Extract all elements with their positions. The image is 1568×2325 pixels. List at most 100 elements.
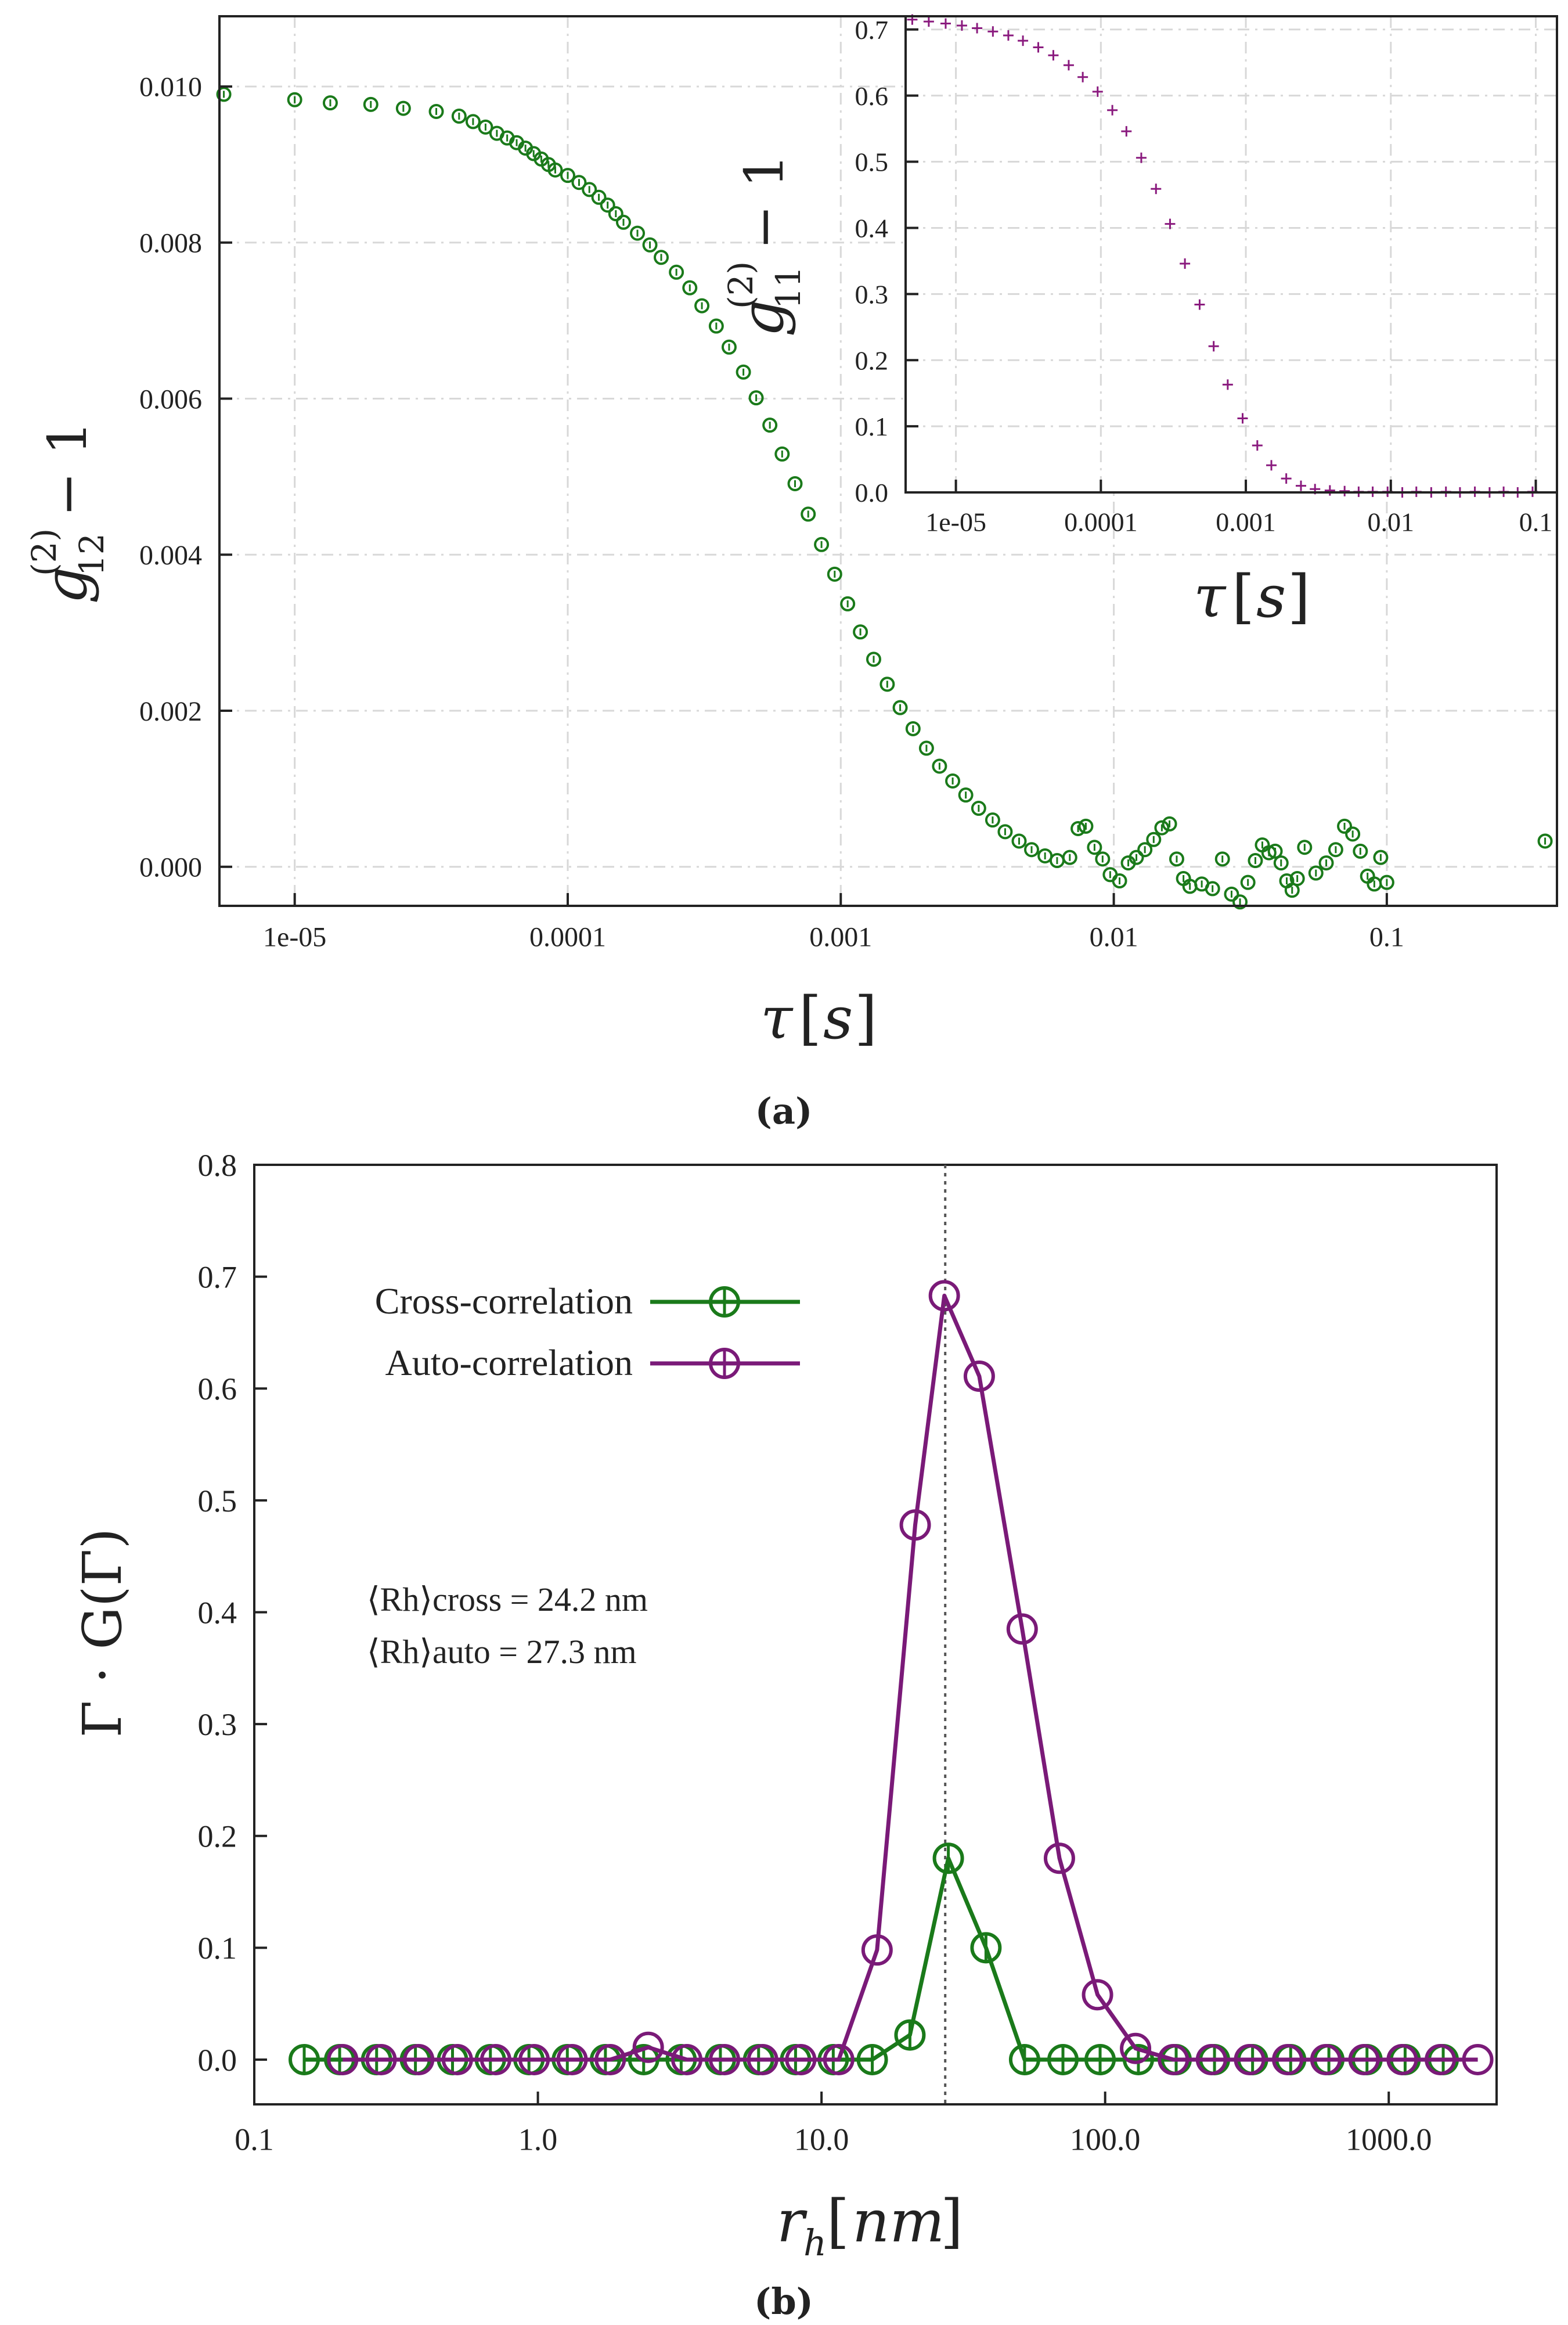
panel-a-point-46 bbox=[918, 740, 934, 756]
panel-b-x-ticks: 0.1 1.0 10.0 100.0 1000.0 bbox=[235, 2092, 1432, 2157]
panel-a-point-94 bbox=[1360, 868, 1375, 884]
panel-a-ylabel-g: g bbox=[32, 567, 100, 604]
panel-b-xlabel-r: r bbox=[777, 2187, 808, 2255]
panel-a-point-2 bbox=[322, 95, 338, 111]
panel-b-auto-point-13 bbox=[823, 2043, 855, 2075]
panel-a-ylabel-sub: 12 bbox=[72, 533, 111, 576]
panel-b-auto-point-3 bbox=[441, 2043, 473, 2075]
panel-b-series-auto bbox=[327, 1280, 1494, 2075]
panel-a-xlabel-bracket-close: ] bbox=[855, 984, 877, 1052]
inset-point-28 bbox=[1324, 485, 1335, 496]
inset-ylabel-g: g bbox=[729, 300, 796, 337]
panel-a-point-67 bbox=[1146, 832, 1162, 847]
inset-point-25 bbox=[1281, 473, 1292, 484]
panel-b-cross-point-15 bbox=[856, 2043, 888, 2075]
panel-b-auto-point-4 bbox=[480, 2043, 511, 2075]
panel-a-point-28 bbox=[682, 280, 698, 296]
inset-point-7 bbox=[1018, 35, 1029, 46]
panel-a-point-35 bbox=[774, 446, 790, 462]
inset-xtick-label-3: 0.01 bbox=[1368, 508, 1415, 537]
panel-a-point-34 bbox=[762, 418, 778, 433]
panel-b-auto-point-24 bbox=[1234, 2043, 1266, 2075]
panel-a-point-3 bbox=[363, 96, 379, 112]
inset-ytick-label-2: 0.2 bbox=[855, 345, 889, 375]
panel-a-point-1 bbox=[287, 92, 302, 107]
panel-b-plot-frame bbox=[253, 1164, 1498, 2106]
panel-b-auto-point-8 bbox=[632, 2031, 664, 2063]
panel-b-ytick-label-5: 0.5 bbox=[198, 1484, 237, 1518]
inset-ytick-label-0: 0.0 bbox=[855, 478, 889, 508]
inset-point-16 bbox=[1151, 183, 1162, 195]
panel-a-point-98 bbox=[1537, 833, 1553, 849]
panel-a-point-27 bbox=[669, 264, 684, 280]
panel-b-x-axis-label: r h [ nm ] bbox=[777, 2187, 963, 2264]
panel-a-point-54 bbox=[1024, 842, 1040, 858]
inset-xlabel-s: s bbox=[1256, 563, 1286, 631]
panel-a-point-45 bbox=[905, 721, 921, 736]
panel-b-auto-point-14 bbox=[861, 1934, 893, 1966]
panel-a-point-18 bbox=[571, 175, 587, 190]
panel-b-auto-point-12 bbox=[785, 2043, 817, 2075]
panel-a-point-87 bbox=[1297, 840, 1313, 855]
panel-a-label: (a) bbox=[755, 1090, 813, 1132]
panel-a-point-30 bbox=[708, 318, 724, 334]
panel-b-xtick-label-1: 1.0 bbox=[518, 2122, 558, 2157]
panel-a-ytick-label-4: 0.008 bbox=[139, 228, 202, 259]
panel-a-xtick-label-4: 0.1 bbox=[1369, 922, 1404, 953]
inset-point-23 bbox=[1252, 440, 1263, 451]
panel-a-point-7 bbox=[465, 114, 481, 129]
panel-a-y-ticks: 0.000 0.002 0.004 0.006 0.008 0.010 bbox=[139, 72, 232, 883]
panel-b-line-auto bbox=[343, 1293, 1478, 2062]
panel-a-ylabel-minus-one: − 1 bbox=[37, 421, 99, 517]
inset-xtick-label-0: 1e-05 bbox=[925, 508, 986, 537]
inset-point-26 bbox=[1296, 480, 1307, 491]
panel-a-point-4 bbox=[395, 100, 411, 116]
panel-a-point-59 bbox=[1078, 818, 1094, 834]
panel-b-xtick-label-2: 10.0 bbox=[794, 2122, 849, 2157]
inset-point-19 bbox=[1194, 299, 1205, 310]
inset-plot-frame bbox=[904, 15, 1558, 494]
panel-a-point-22 bbox=[608, 206, 623, 221]
panel-a-point-20 bbox=[591, 189, 607, 205]
inset-xlabel-bracket-open: [ bbox=[1232, 563, 1255, 631]
panel-a-point-32 bbox=[736, 364, 751, 380]
inset-ytick-label-7: 0.7 bbox=[855, 15, 889, 45]
panel-b-ytick-label-3: 0.3 bbox=[198, 1707, 237, 1742]
panel-a-point-29 bbox=[694, 298, 710, 314]
panel-b-series bbox=[289, 1280, 1494, 2075]
panel-a-point-31 bbox=[721, 339, 737, 355]
panel-b-auto-point-17 bbox=[963, 1361, 995, 1392]
panel-b-xlabel-nm: nm bbox=[852, 2187, 945, 2255]
panel-a-xlabel-bracket-open: [ bbox=[799, 984, 821, 1052]
panel-a-point-91 bbox=[1337, 818, 1353, 834]
panel-a-point-43 bbox=[879, 676, 895, 692]
panel-a-point-79 bbox=[1248, 853, 1263, 869]
panel-a-point-90 bbox=[1328, 842, 1343, 858]
panel-b-y-axis-label: Γ · G(Γ) bbox=[71, 1528, 134, 1738]
panel-a-ytick-label-5: 0.010 bbox=[139, 72, 202, 103]
panel-a-point-92 bbox=[1345, 826, 1361, 842]
panel-a-point-60 bbox=[1087, 840, 1102, 855]
panel-a-point-40 bbox=[840, 596, 856, 611]
panel-a-xlabel-s: s bbox=[823, 984, 853, 1052]
panel-b-auto-point-30 bbox=[1462, 2043, 1494, 2075]
panel-a-point-77 bbox=[1232, 894, 1248, 910]
panel-a-xtick-label-1: 0.0001 bbox=[529, 922, 606, 953]
panel-b-cross-point-21 bbox=[1084, 2043, 1116, 2075]
panel-a-point-95 bbox=[1367, 876, 1382, 892]
inset-xtick-label-2: 0.001 bbox=[1216, 508, 1276, 537]
panel-a-xtick-label-3: 0.01 bbox=[1090, 922, 1138, 953]
inset-ylabel-sup: (2) bbox=[721, 261, 760, 309]
inset-y-axis-label: g 11 (2) − 1 bbox=[721, 154, 808, 337]
panel-a-data-points bbox=[216, 87, 1553, 910]
panel-b-auto-point-26 bbox=[1310, 2043, 1342, 2075]
panel-a-xtick-label-0: 1e-05 bbox=[263, 922, 326, 953]
panel-a-point-53 bbox=[1011, 833, 1027, 849]
panel-a-point-17 bbox=[560, 168, 575, 183]
panel-b-auto-point-19 bbox=[1043, 1842, 1075, 1874]
inset-xtick-label-1: 0.0001 bbox=[1064, 508, 1138, 537]
panel-a-point-47 bbox=[932, 758, 947, 774]
panel-b-y-ticks: 0.0 0.1 0.2 0.3 0.4 0.5 0.6 0.7 0.8 bbox=[198, 1148, 267, 2078]
panel-a-point-55 bbox=[1037, 848, 1053, 863]
inset-ytick-label-4: 0.4 bbox=[855, 214, 889, 243]
